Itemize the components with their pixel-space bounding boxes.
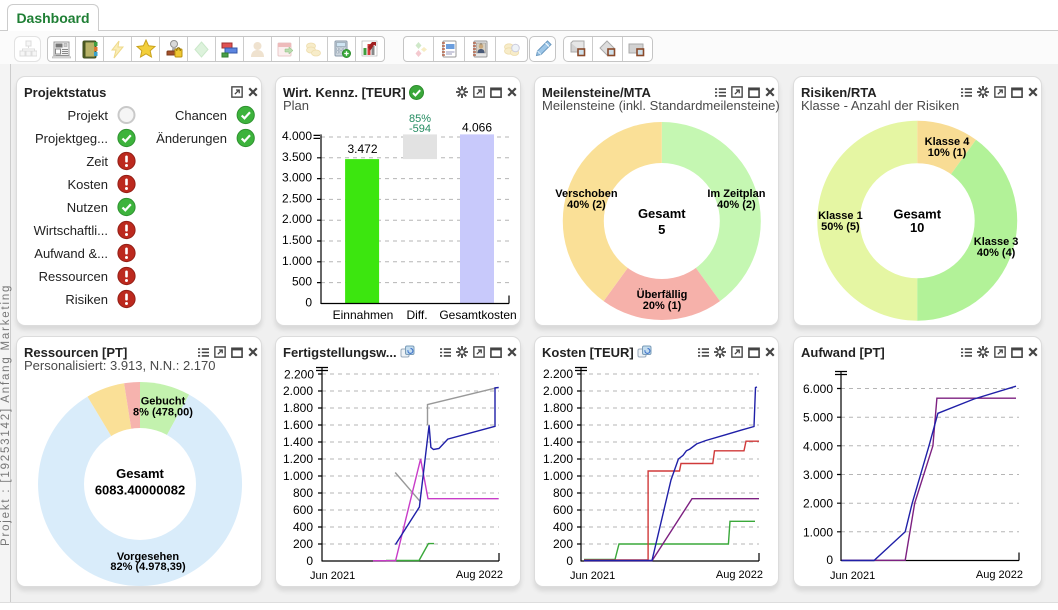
svg-text:500: 500 bbox=[292, 275, 312, 289]
svg-text:0: 0 bbox=[566, 554, 573, 568]
svg-text:Jun 2021: Jun 2021 bbox=[310, 570, 355, 582]
svg-text:Klasse 1: Klasse 1 bbox=[818, 210, 863, 222]
svg-text:Aug 2022: Aug 2022 bbox=[456, 569, 503, 581]
svg-text:6.000: 6.000 bbox=[803, 382, 833, 396]
svg-text:0: 0 bbox=[826, 553, 833, 567]
svg-text:1.400: 1.400 bbox=[283, 435, 313, 449]
svg-text:20% (1): 20% (1) bbox=[643, 300, 682, 312]
svg-text:1.200: 1.200 bbox=[283, 452, 313, 466]
svg-text:Ressourcen: Ressourcen bbox=[39, 269, 108, 284]
svg-text:200: 200 bbox=[293, 537, 313, 551]
svg-text:40% (2): 40% (2) bbox=[567, 199, 606, 211]
svg-text:Aug 2022: Aug 2022 bbox=[716, 569, 763, 581]
svg-text:Gesamtkosten: Gesamtkosten bbox=[439, 308, 516, 322]
svg-text:3.000: 3.000 bbox=[803, 468, 833, 482]
svg-text:Vorgesehen: Vorgesehen bbox=[117, 551, 179, 563]
svg-text:5: 5 bbox=[658, 222, 665, 237]
svg-text:-594: -594 bbox=[409, 123, 431, 135]
svg-text:800: 800 bbox=[553, 486, 573, 500]
svg-text:Kosten: Kosten bbox=[68, 177, 108, 192]
svg-text:8% (478,00): 8% (478,00) bbox=[133, 407, 193, 419]
svg-text:2.500: 2.500 bbox=[282, 191, 312, 205]
svg-text:1.800: 1.800 bbox=[283, 401, 313, 415]
svg-text:Diff.: Diff. bbox=[406, 308, 427, 322]
svg-text:Nutzen: Nutzen bbox=[67, 200, 108, 215]
svg-text:2.000: 2.000 bbox=[282, 212, 312, 226]
svg-text:82% (4.978,39): 82% (4.978,39) bbox=[110, 561, 186, 573]
svg-text:400: 400 bbox=[553, 520, 573, 534]
svg-text:3.472: 3.472 bbox=[347, 142, 377, 156]
svg-text:Wirtschaftli...: Wirtschaftli... bbox=[34, 223, 108, 238]
svg-text:1.600: 1.600 bbox=[283, 418, 313, 432]
svg-text:Jun 2021: Jun 2021 bbox=[570, 570, 615, 582]
svg-text:1.000: 1.000 bbox=[803, 525, 833, 539]
svg-text:Aug 2022: Aug 2022 bbox=[976, 569, 1023, 581]
svg-text:Gebucht: Gebucht bbox=[141, 396, 186, 408]
svg-text:2.200: 2.200 bbox=[284, 368, 314, 382]
svg-text:800: 800 bbox=[293, 486, 313, 500]
svg-text:1.000: 1.000 bbox=[543, 469, 573, 483]
svg-text:Überfällig: Überfällig bbox=[637, 288, 688, 301]
svg-text:85%: 85% bbox=[409, 113, 431, 125]
svg-text:Gesamt: Gesamt bbox=[893, 207, 941, 222]
svg-text:1.600: 1.600 bbox=[543, 418, 573, 432]
svg-text:3.500: 3.500 bbox=[282, 150, 312, 164]
svg-text:0: 0 bbox=[306, 554, 313, 568]
svg-text:1.000: 1.000 bbox=[282, 254, 312, 268]
svg-text:200: 200 bbox=[553, 537, 573, 551]
svg-text:Gesamt: Gesamt bbox=[638, 206, 686, 221]
svg-text:Gesamt: Gesamt bbox=[116, 466, 164, 481]
svg-text:Projektgeg...: Projektgeg... bbox=[35, 131, 108, 146]
svg-text:Im Zeitplan: Im Zeitplan bbox=[707, 188, 765, 200]
svg-text:Projekt: Projekt bbox=[68, 108, 109, 123]
svg-text:2.200: 2.200 bbox=[543, 367, 573, 381]
svg-text:4.000: 4.000 bbox=[282, 129, 312, 143]
svg-text:0: 0 bbox=[305, 295, 312, 309]
svg-text:Zeit: Zeit bbox=[86, 154, 108, 169]
svg-text:Einnahmen: Einnahmen bbox=[333, 308, 394, 322]
svg-text:Jun 2021: Jun 2021 bbox=[830, 570, 875, 582]
svg-text:1.400: 1.400 bbox=[543, 435, 573, 449]
svg-text:2.000: 2.000 bbox=[543, 384, 573, 398]
svg-text:6083.40000082: 6083.40000082 bbox=[95, 483, 185, 498]
svg-text:50% (5): 50% (5) bbox=[821, 221, 860, 233]
svg-text:Chancen: Chancen bbox=[175, 108, 227, 123]
svg-text:Änderungen: Änderungen bbox=[156, 131, 227, 146]
svg-text:Risiken: Risiken bbox=[65, 292, 108, 307]
svg-text:5.000: 5.000 bbox=[803, 411, 833, 425]
svg-text:Klasse 4: Klasse 4 bbox=[925, 136, 971, 148]
svg-text:1.500: 1.500 bbox=[282, 233, 312, 247]
svg-text:600: 600 bbox=[553, 503, 573, 517]
svg-text:4.000: 4.000 bbox=[803, 439, 833, 453]
svg-text:2.000: 2.000 bbox=[283, 384, 313, 398]
svg-text:1.800: 1.800 bbox=[543, 401, 573, 415]
svg-text:4.066: 4.066 bbox=[462, 121, 492, 135]
svg-text:3.000: 3.000 bbox=[282, 171, 312, 185]
svg-text:2.000: 2.000 bbox=[803, 497, 833, 511]
svg-text:40% (4): 40% (4) bbox=[977, 247, 1016, 259]
svg-text:600: 600 bbox=[293, 503, 313, 517]
svg-text:10: 10 bbox=[910, 220, 924, 235]
svg-text:1.200: 1.200 bbox=[543, 452, 573, 466]
svg-text:Verschoben: Verschoben bbox=[555, 188, 618, 200]
svg-text:1.000: 1.000 bbox=[283, 469, 313, 483]
svg-text:40% (2): 40% (2) bbox=[717, 199, 756, 211]
svg-text:400: 400 bbox=[293, 520, 313, 534]
svg-text:10% (1): 10% (1) bbox=[928, 147, 967, 159]
svg-text:Klasse 3: Klasse 3 bbox=[974, 236, 1019, 248]
svg-text:Aufwand &...: Aufwand &... bbox=[34, 246, 108, 261]
